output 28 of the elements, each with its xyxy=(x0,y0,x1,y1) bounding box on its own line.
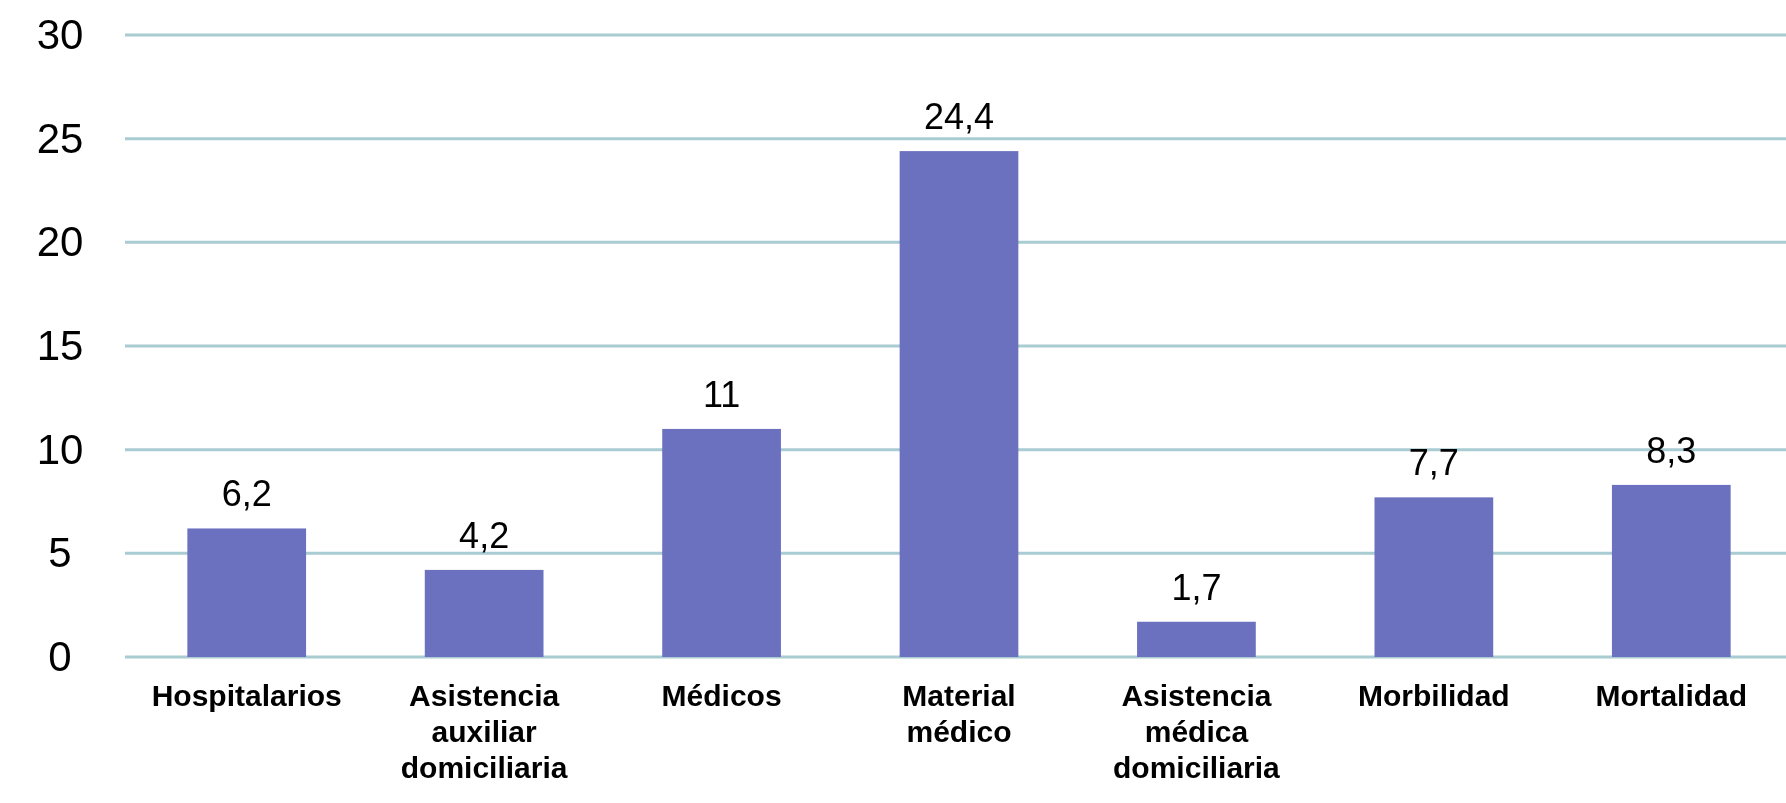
bar xyxy=(1374,497,1494,657)
bar xyxy=(1611,484,1731,657)
x-tick-label: Morbilidad xyxy=(1358,679,1510,712)
x-tick-label: Asistencia auxiliar domiciliaria xyxy=(400,679,568,784)
y-tick-label: 25 xyxy=(36,114,84,162)
data-label: 8,3 xyxy=(1646,429,1697,471)
y-tick-label: 20 xyxy=(36,218,84,266)
y-tick-label: 10 xyxy=(36,425,84,473)
data-label: 1,7 xyxy=(1171,566,1222,608)
y-tick-label: 30 xyxy=(36,10,84,58)
y-tick-label: 0 xyxy=(48,632,72,680)
x-tick-label: Mortalidad xyxy=(1595,679,1748,712)
data-label: 24,4 xyxy=(923,96,995,138)
bar xyxy=(1137,621,1256,657)
x-tick-label: Médicos xyxy=(661,679,782,712)
data-label: 6,2 xyxy=(221,473,272,515)
bar xyxy=(187,528,307,657)
y-tick-label: 5 xyxy=(48,529,72,577)
data-label: 4,2 xyxy=(459,514,510,556)
bar xyxy=(424,569,544,657)
data-label: 7,7 xyxy=(1408,442,1459,484)
data-label: 11 xyxy=(702,373,741,415)
bar xyxy=(899,151,1019,657)
bar xyxy=(662,428,781,657)
y-tick-label: 15 xyxy=(36,321,84,369)
x-tick-label: Asistencia médica domiciliaria xyxy=(1113,679,1281,784)
x-tick-label: Hospitalarios xyxy=(151,679,342,712)
x-tick-label: Material médico xyxy=(902,679,1016,748)
